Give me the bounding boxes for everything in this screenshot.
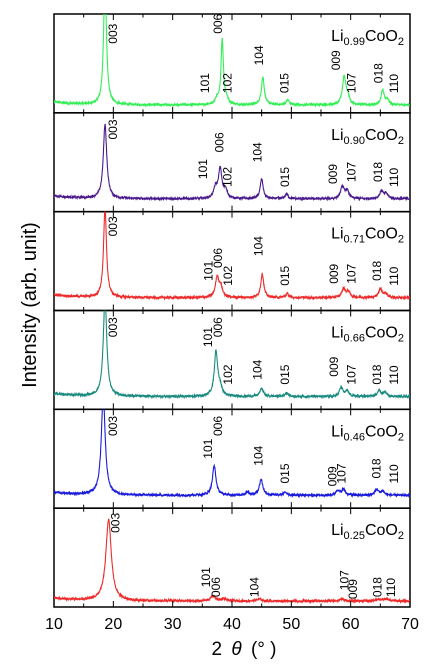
peak-label: 009	[325, 466, 339, 486]
y-axis-label: Intensity (arb. unit)	[19, 222, 41, 388]
peak-label: 003	[106, 23, 120, 43]
peak-label: 101	[201, 261, 215, 281]
peak-label: 104	[251, 236, 265, 256]
peak-label: 101	[198, 73, 212, 93]
x-axis-label: 2 θ (° )	[212, 639, 277, 660]
peak-label: 101	[196, 159, 210, 179]
peak-label: 104	[248, 577, 262, 597]
peak-label: 003	[106, 317, 120, 337]
series-line	[54, 409, 410, 499]
peak-label: 101	[201, 438, 215, 458]
peak-label: 006	[211, 13, 225, 33]
peak-label: 101	[199, 567, 213, 587]
peak-label: 107	[344, 162, 358, 182]
peak-label: 006	[211, 248, 225, 268]
peak-label: 018	[370, 364, 384, 384]
x-axis-label-theta: θ	[231, 639, 242, 660]
peak-label: 009	[326, 164, 340, 184]
x-axis-label-prefix: 2	[212, 639, 223, 660]
peak-label: 009	[346, 579, 360, 599]
peak-label: 110	[384, 578, 398, 597]
series-name: Li0.90CoO2	[331, 127, 404, 147]
peak-label: 104	[251, 359, 265, 379]
peak-label: 015	[278, 265, 292, 285]
peak-label: 104	[252, 45, 266, 65]
peak-label: 107	[334, 463, 348, 483]
series-line	[54, 310, 410, 400]
x-tick-label: 70	[401, 616, 419, 633]
peak-label: 006	[211, 317, 225, 337]
peak-label: 009	[327, 263, 341, 283]
peak-label: 009	[327, 356, 341, 376]
peak-label: 015	[278, 364, 292, 384]
x-tick-label: 20	[104, 616, 122, 633]
peak-label: 102	[221, 364, 235, 384]
peak-label: 003	[108, 513, 122, 533]
peak-label: 009	[329, 50, 343, 70]
peak-label: 107	[344, 73, 358, 93]
peak-label: 102	[220, 167, 234, 187]
peak-label: 003	[106, 119, 120, 139]
x-tick-label: 50	[282, 616, 300, 633]
peak-label: 018	[372, 63, 386, 83]
peak-label: 107	[344, 263, 358, 283]
series-line	[54, 211, 410, 301]
peak-label: 107	[337, 570, 351, 590]
peak-label: 015	[278, 463, 292, 483]
peak-label: 110	[387, 168, 401, 187]
peak-label: 018	[369, 458, 383, 478]
peak-label: 015	[277, 73, 291, 93]
series-line	[54, 14, 410, 108]
peak-label: 110	[387, 365, 401, 384]
peak-label: 107	[344, 364, 358, 384]
peak-label: 003	[106, 216, 120, 236]
peak-label: 018	[371, 162, 385, 182]
peak-label: 110	[387, 266, 401, 285]
x-tick-label: 30	[164, 616, 182, 633]
x-axis-label-unit: (° )	[251, 639, 277, 660]
peak-label: 102	[221, 265, 235, 285]
peak-label: 110	[387, 464, 401, 483]
x-tick-label: 40	[223, 616, 241, 633]
peak-label: 006	[211, 416, 225, 436]
peak-label: 104	[251, 445, 265, 465]
peak-label: 110	[387, 74, 401, 93]
peak-label: 104	[251, 142, 265, 162]
peak-label: 018	[371, 577, 385, 597]
peak-label: 102	[220, 73, 234, 93]
peak-label: 006	[209, 577, 223, 597]
series-name: Li0.71CoO2	[331, 226, 404, 246]
series-name: Li0.25CoO2	[331, 522, 404, 542]
peak-label: 006	[213, 132, 227, 152]
x-tick-label: 10	[45, 616, 63, 633]
series-line	[54, 123, 410, 202]
x-axis: 10 20 30 40 50 60 70	[45, 616, 419, 633]
peak-label: 015	[278, 167, 292, 187]
x-tick-label: 60	[342, 616, 360, 633]
peak-label: 101	[201, 327, 215, 347]
series-name: Li0.66CoO2	[331, 325, 404, 345]
peak-label: 003	[106, 416, 120, 436]
series-name: Li0.99CoO2	[331, 28, 404, 48]
series-name: Li0.46CoO2	[331, 423, 404, 443]
peak-label: 018	[370, 261, 384, 281]
